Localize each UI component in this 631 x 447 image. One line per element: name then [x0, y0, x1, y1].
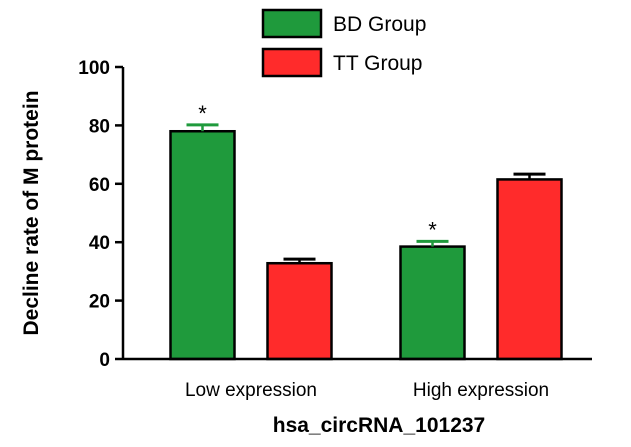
bar-bd-group-1	[399, 245, 466, 361]
legend: BD Group TT Group	[261, 8, 426, 78]
y-axis: 0 20 40 60 80 100	[78, 58, 125, 371]
x-category-label: High expression	[413, 380, 549, 401]
bar-tt-group-0	[266, 261, 333, 361]
y-tick-label: 80	[89, 116, 110, 137]
significance-marker: *	[198, 101, 207, 126]
bar-bd-group-0	[169, 129, 236, 361]
y-axis-label: Decline rate of M protein	[20, 90, 43, 335]
x-category-label: Low expression	[185, 380, 317, 401]
bar-tt-group-1	[496, 178, 563, 361]
bars: **	[169, 101, 563, 361]
legend-label: BD Group	[333, 13, 426, 36]
y-tick-label: 100	[78, 58, 110, 79]
x-axis: Low expression High expression	[123, 357, 592, 401]
y-tick-label: 0	[99, 350, 110, 371]
y-tick-label: 60	[89, 175, 110, 196]
y-tick-label: 20	[89, 292, 110, 313]
legend-label: TT Group	[333, 52, 422, 75]
legend-swatch	[261, 8, 323, 39]
y-tick-label: 40	[89, 233, 110, 254]
legend-swatch	[261, 47, 323, 78]
x-axis-label: hsa_circRNA_101237	[273, 414, 485, 437]
significance-marker: *	[428, 217, 437, 242]
